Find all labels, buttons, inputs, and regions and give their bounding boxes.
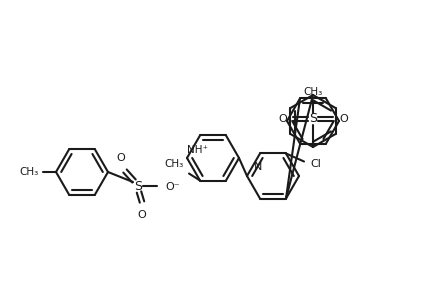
Text: N: N [254, 162, 262, 173]
Text: O: O [138, 210, 146, 220]
Text: S: S [134, 180, 142, 193]
Text: O⁻: O⁻ [165, 182, 180, 192]
Text: O: O [117, 153, 125, 163]
Text: CH₃: CH₃ [165, 159, 184, 168]
Text: CH₃: CH₃ [20, 167, 39, 177]
Text: CH₃: CH₃ [303, 87, 323, 97]
Text: Cl: Cl [310, 159, 321, 169]
Text: O: O [339, 114, 348, 124]
Text: S: S [309, 113, 317, 125]
Text: NH⁺: NH⁺ [187, 146, 208, 155]
Text: O: O [278, 114, 287, 124]
